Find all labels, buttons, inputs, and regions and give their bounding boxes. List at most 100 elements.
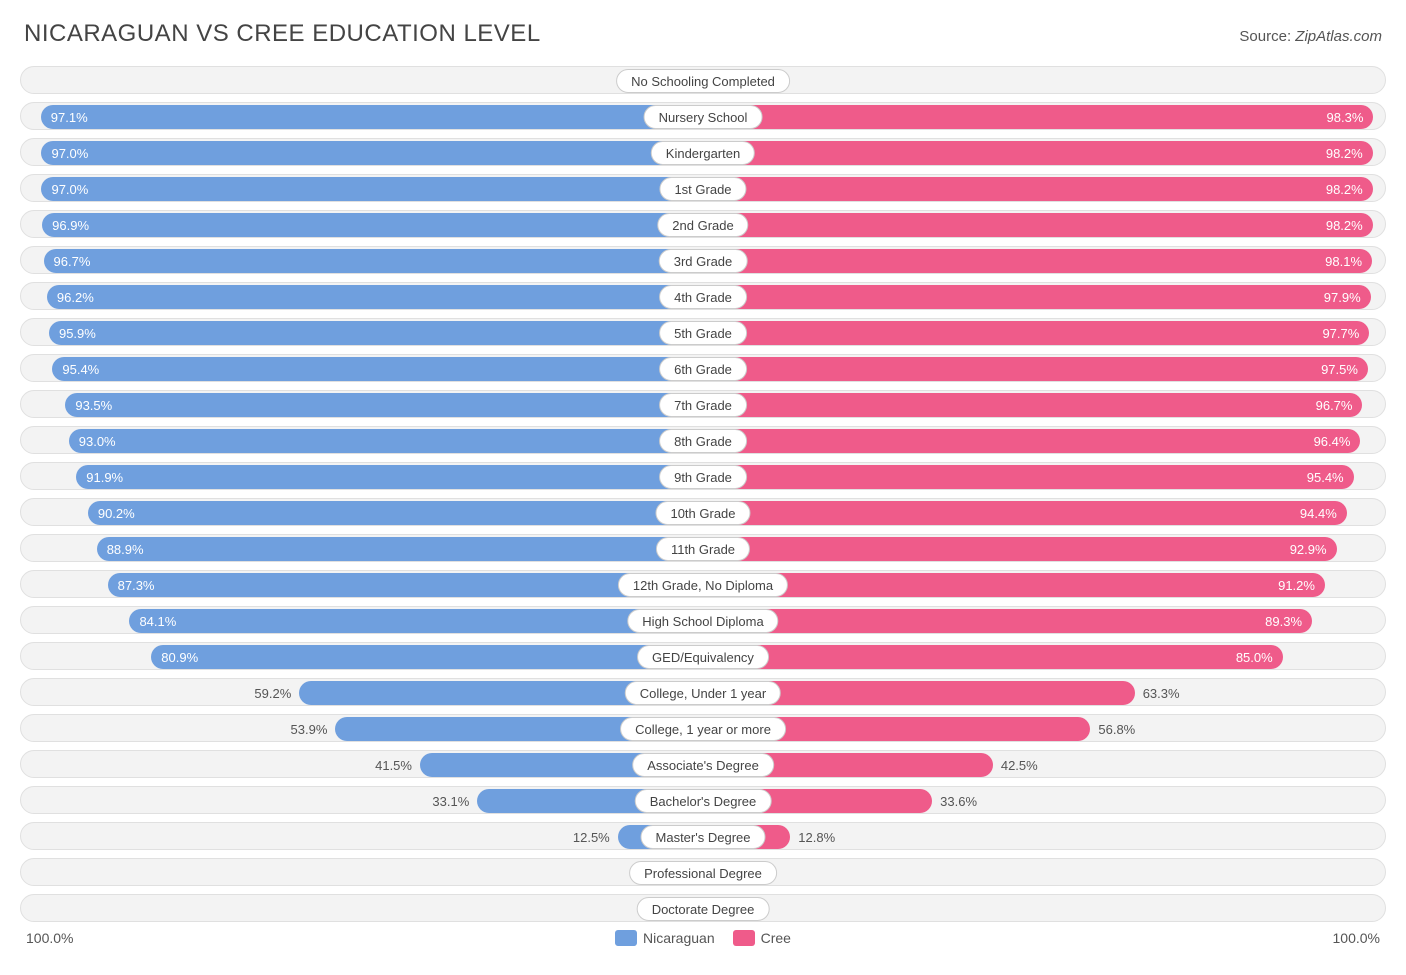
bar-value-right: 94.4% — [1300, 506, 1337, 521]
chart-row: 84.1%89.3%High School Diploma — [20, 606, 1386, 634]
chart-row: 97.1% 98.3% Nursery School — [20, 102, 1386, 130]
chart-row: 96.9%98.2%2nd Grade — [20, 210, 1386, 238]
bar-left: 93.0% — [69, 429, 703, 453]
bar-value-left: 90.2% — [98, 506, 135, 521]
bar-right: 89.3% — [703, 609, 1312, 633]
bar-value-left: 41.5% — [375, 751, 412, 779]
bar-left: 88.9% — [97, 537, 703, 561]
chart-footer: 100.0% Nicaraguan Cree 100.0% — [20, 930, 1386, 946]
bar-value-right: 92.9% — [1290, 542, 1327, 557]
chart-row: 96.7%98.1%3rd Grade — [20, 246, 1386, 274]
source-prefix: Source: — [1239, 28, 1295, 45]
category-label: College, Under 1 year — [625, 681, 781, 705]
bar-value-left: 95.9% — [59, 326, 96, 341]
chart-row: 1.5%1.6%Doctorate Degree — [20, 894, 1386, 922]
bar-right: 98.2% — [703, 141, 1373, 165]
bar-value-left: 97.0% — [51, 182, 88, 197]
bar-value-right: 12.8% — [798, 823, 835, 851]
bar-left: 97.0% — [41, 177, 703, 201]
chart-row: 93.0% 96.4% 8th Grade — [20, 426, 1386, 454]
bar-right: 91.2% — [703, 573, 1325, 597]
category-label: 8th Grade — [659, 429, 747, 453]
bar-left: 97.0% — [41, 141, 703, 165]
chart-row: 59.2%63.3%College, Under 1 year — [20, 678, 1386, 706]
bar-value-left: 96.2% — [57, 290, 94, 305]
chart-row: 90.2% 94.4% 10th Grade — [20, 498, 1386, 526]
category-label: 1st Grade — [659, 177, 746, 201]
bar-value-right: 42.5% — [1001, 751, 1038, 779]
bar-value-left: 33.1% — [432, 787, 469, 815]
category-label: 2nd Grade — [657, 213, 748, 237]
chart-row: 33.1%33.6%Bachelor's Degree — [20, 786, 1386, 814]
legend: Nicaraguan Cree — [615, 930, 791, 946]
category-label: College, 1 year or more — [620, 717, 786, 741]
bar-value-right: 85.0% — [1236, 650, 1273, 665]
chart-row: 2.9%1.9%No Schooling Completed — [20, 66, 1386, 94]
bar-left: 97.1% — [41, 105, 703, 129]
legend-swatch-right — [733, 930, 755, 946]
chart-row: 95.4% 97.5% 6th Grade — [20, 354, 1386, 382]
bar-value-right: 89.3% — [1265, 614, 1302, 629]
chart-row: 96.2%97.9%4th Grade — [20, 282, 1386, 310]
legend-item-right: Cree — [733, 930, 791, 946]
bar-left: 90.2% — [88, 501, 703, 525]
axis-label-right: 100.0% — [791, 930, 1380, 946]
category-label: 9th Grade — [659, 465, 747, 489]
category-label: GED/Equivalency — [637, 645, 769, 669]
bar-value-right: 96.4% — [1314, 434, 1351, 449]
bar-value-right: 97.7% — [1322, 326, 1359, 341]
chart-row: 12.5%12.8%Master's Degree — [20, 822, 1386, 850]
bar-right: 95.4% — [703, 465, 1354, 489]
bar-right: 92.9% — [703, 537, 1337, 561]
bar-value-right: 98.2% — [1326, 146, 1363, 161]
chart-row: 95.9% 97.7% 5th Grade — [20, 318, 1386, 346]
source-name: ZipAtlas.com — [1295, 28, 1382, 45]
category-label: Nursery School — [644, 105, 763, 129]
bar-value-left: 53.9% — [291, 715, 328, 743]
category-label: 11th Grade — [656, 537, 750, 561]
bar-left: 80.9% — [151, 645, 703, 669]
bar-value-right: 33.6% — [940, 787, 977, 815]
category-label: 5th Grade — [659, 321, 747, 345]
category-label: 12th Grade, No Diploma — [618, 573, 788, 597]
chart-source: Source: ZipAtlas.com — [1239, 28, 1382, 45]
bar-value-right: 97.5% — [1321, 362, 1358, 377]
bar-right: 97.9% — [703, 285, 1371, 309]
bar-right: 98.2% — [703, 213, 1373, 237]
legend-item-left: Nicaraguan — [615, 930, 715, 946]
bar-right: 98.2% — [703, 177, 1373, 201]
chart-row: 87.3%91.2%12th Grade, No Diploma — [20, 570, 1386, 598]
category-label: 10th Grade — [655, 501, 750, 525]
bar-value-left: 96.7% — [54, 254, 91, 269]
bar-right: 98.3% — [703, 105, 1373, 129]
category-label: High School Diploma — [627, 609, 778, 633]
category-label: 6th Grade — [659, 357, 747, 381]
legend-label-left: Nicaraguan — [643, 930, 715, 946]
bar-value-left: 95.4% — [62, 362, 99, 377]
chart-row: 3.9%3.9%Professional Degree — [20, 858, 1386, 886]
axis-label-left: 100.0% — [26, 930, 615, 946]
bar-value-left: 93.5% — [75, 398, 112, 413]
bar-right: 96.7% — [703, 393, 1362, 417]
bar-left: 95.4% — [52, 357, 703, 381]
bar-left: 95.9% — [49, 321, 703, 345]
bar-right: 85.0% — [703, 645, 1283, 669]
chart-row: 53.9%56.8%College, 1 year or more — [20, 714, 1386, 742]
chart-row: 41.5% 42.5% Associate's Degree — [20, 750, 1386, 778]
chart-row: 97.0% 98.2% Kindergarten — [20, 138, 1386, 166]
bar-right: 97.5% — [703, 357, 1368, 381]
bar-left: 91.9% — [76, 465, 703, 489]
bar-right: 94.4% — [703, 501, 1347, 525]
bar-value-right: 98.3% — [1327, 110, 1364, 125]
bar-value-left: 59.2% — [254, 679, 291, 707]
chart-row: 88.9% 92.9% 11th Grade — [20, 534, 1386, 562]
bar-value-right: 98.2% — [1326, 182, 1363, 197]
diverging-bar-chart: 2.9%1.9%No Schooling Completed 97.1% 98.3%… — [20, 66, 1386, 922]
bar-left: 87.3% — [108, 573, 703, 597]
bar-value-right: 98.2% — [1326, 218, 1363, 233]
chart-row: 80.9% 85.0% GED/Equivalency — [20, 642, 1386, 670]
category-label: Kindergarten — [651, 141, 755, 165]
category-label: Associate's Degree — [632, 753, 774, 777]
bar-value-left: 12.5% — [573, 823, 610, 851]
chart-row: 97.0% 98.2% 1st Grade — [20, 174, 1386, 202]
